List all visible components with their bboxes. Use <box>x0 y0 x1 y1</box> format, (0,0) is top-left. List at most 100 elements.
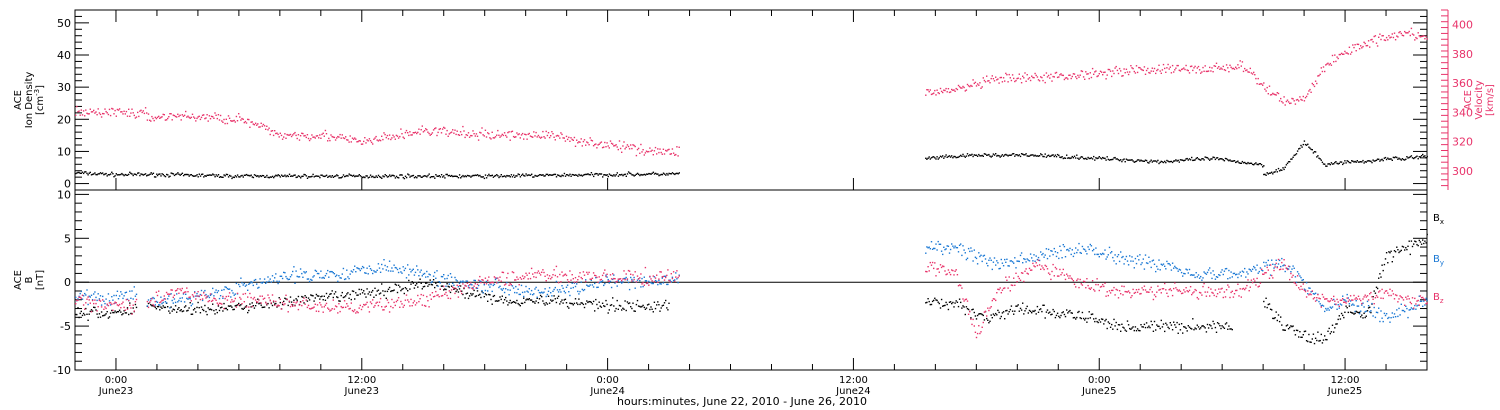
velocity-point <box>1133 70 1135 73</box>
bz-point <box>454 292 456 295</box>
bz-point <box>476 283 479 286</box>
bz-point <box>928 270 930 272</box>
density-point <box>229 174 231 177</box>
velocity-point <box>471 135 473 137</box>
density-point <box>991 155 993 157</box>
bz-point <box>1147 291 1149 293</box>
bx-point <box>423 285 426 288</box>
by-point <box>409 268 411 270</box>
by-point <box>384 264 386 267</box>
density-point <box>490 175 492 177</box>
bx-point <box>1272 317 1274 320</box>
velocity-point <box>992 78 995 80</box>
density-point <box>1159 161 1161 164</box>
density-point <box>1393 156 1396 159</box>
by-point <box>420 269 422 271</box>
by-point <box>382 268 384 270</box>
by-point <box>943 246 945 248</box>
bx-point <box>182 310 185 312</box>
bz-point <box>1204 291 1206 293</box>
velocity-point <box>1153 67 1156 70</box>
by-point <box>182 293 185 295</box>
velocity-point <box>1363 41 1365 43</box>
density-point <box>482 176 484 178</box>
velocity-point <box>938 92 940 95</box>
bx-point <box>935 299 937 301</box>
velocity-point <box>1268 85 1271 87</box>
by-point <box>411 269 413 272</box>
density-point <box>597 174 599 176</box>
bx-point <box>610 304 613 306</box>
by-point <box>1413 308 1415 310</box>
density-point <box>928 156 930 158</box>
bz-point <box>601 274 604 277</box>
bx-point <box>640 306 642 308</box>
bx-point <box>115 311 117 314</box>
density-point <box>1401 158 1404 160</box>
by-point <box>94 291 96 293</box>
by-point <box>582 289 585 292</box>
bx-point <box>393 289 395 291</box>
bz-point <box>203 292 205 294</box>
bz-point <box>1115 288 1117 291</box>
velocity-point <box>1207 70 1210 72</box>
density-point <box>1247 161 1249 164</box>
by-point <box>235 282 238 285</box>
bx-point <box>363 290 365 292</box>
bx-point <box>250 306 252 308</box>
velocity-point <box>580 138 582 140</box>
bx-point <box>1055 314 1058 317</box>
velocity-point <box>621 151 623 153</box>
velocity-point <box>76 105 78 108</box>
bx-point <box>643 306 645 309</box>
bz-point <box>88 299 90 301</box>
bx-point <box>1150 320 1152 323</box>
velocity-point <box>330 134 332 136</box>
bx-point <box>956 301 959 303</box>
by-point <box>972 260 974 262</box>
bz-point <box>258 299 260 301</box>
density-point <box>974 154 977 156</box>
density-point <box>545 173 547 176</box>
density-point <box>602 176 604 178</box>
velocity-point <box>154 116 156 119</box>
bx-point <box>1212 320 1214 323</box>
bz-point <box>284 303 286 305</box>
bz-point <box>459 290 462 292</box>
density-point <box>436 175 438 177</box>
velocity-point <box>162 113 164 116</box>
velocity-point <box>1134 72 1137 74</box>
bz-point <box>93 302 95 305</box>
velocity-point <box>1096 75 1098 78</box>
velocity-point <box>937 92 939 94</box>
bz-point <box>400 300 402 303</box>
bx-point <box>387 288 390 290</box>
velocity-point <box>1361 47 1363 49</box>
bx-point <box>106 311 108 313</box>
by-point <box>1411 308 1414 310</box>
bx-point <box>378 293 381 295</box>
velocity-point <box>1131 67 1133 69</box>
by-point <box>1259 267 1262 269</box>
bz-point <box>126 308 129 310</box>
density-point <box>304 174 306 176</box>
by-point <box>107 293 110 295</box>
velocity-point <box>438 128 440 131</box>
by-point <box>346 269 348 271</box>
density-point <box>544 175 546 177</box>
bx-point <box>120 311 122 313</box>
density-point <box>1238 162 1240 164</box>
velocity-point <box>173 114 176 117</box>
by-point <box>80 290 82 293</box>
by-point <box>621 282 623 284</box>
bz-point <box>1071 278 1073 280</box>
velocity-point <box>1102 74 1104 76</box>
by-point <box>250 281 252 283</box>
bz-point <box>230 301 232 303</box>
bx-point <box>419 278 421 280</box>
velocity-point <box>203 114 205 116</box>
by-point <box>400 271 402 273</box>
bz-point <box>665 276 667 279</box>
bx-point <box>1393 250 1396 252</box>
bz-point <box>509 282 511 285</box>
